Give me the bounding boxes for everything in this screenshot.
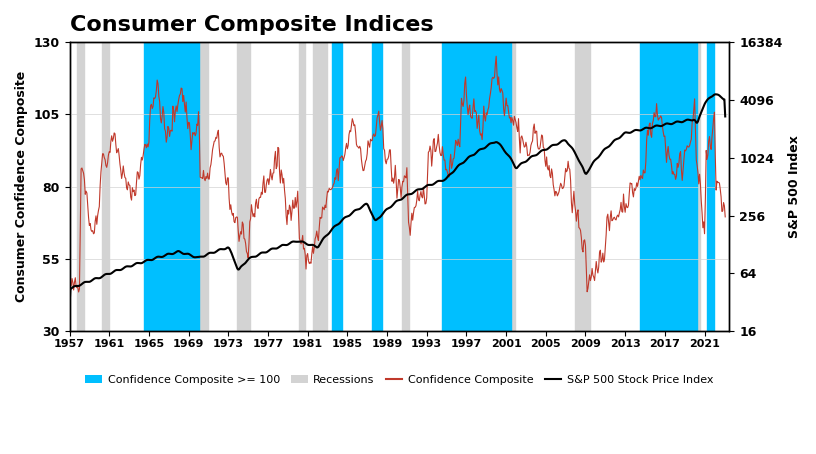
Bar <box>197 42 207 331</box>
Y-axis label: Consumer Confidence Composite: Consumer Confidence Composite <box>15 71 28 302</box>
Bar <box>313 42 326 331</box>
Bar <box>372 42 382 331</box>
Bar <box>402 42 409 331</box>
Bar <box>237 42 250 331</box>
Bar <box>696 42 699 331</box>
Text: Consumer Composite Indices: Consumer Composite Indices <box>69 15 433 35</box>
Bar <box>640 42 697 331</box>
Bar <box>332 42 343 331</box>
Legend: Confidence Composite >= 100, Recessions, Confidence Composite, S&P 500 Stock Pri: Confidence Composite >= 100, Recessions,… <box>81 370 718 390</box>
Bar <box>707 42 715 331</box>
Bar <box>508 42 515 331</box>
Y-axis label: S&P 500 Index: S&P 500 Index <box>788 135 801 238</box>
Bar <box>299 42 305 331</box>
Bar <box>441 42 511 331</box>
Bar <box>574 42 591 331</box>
Bar <box>77 42 84 331</box>
Bar <box>144 42 198 331</box>
Bar <box>102 42 109 331</box>
